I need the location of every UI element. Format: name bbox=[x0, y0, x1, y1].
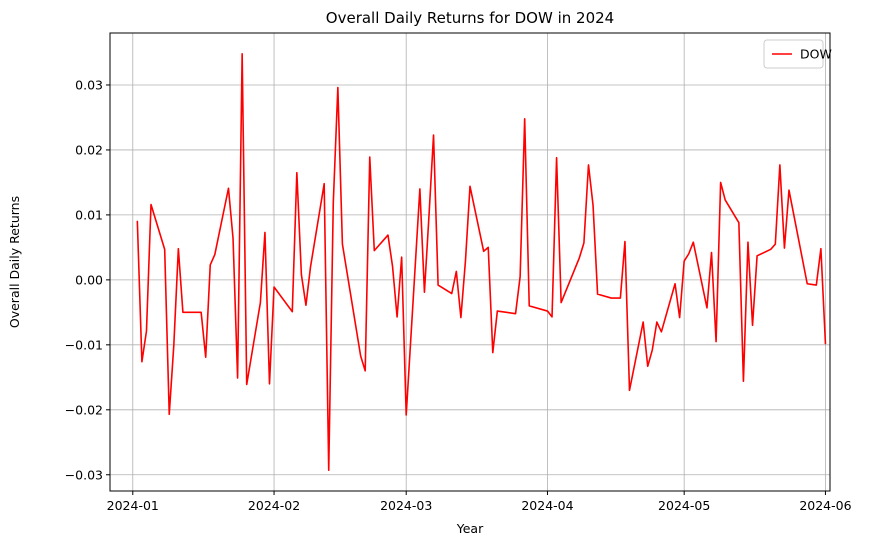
legend: DOW bbox=[763, 39, 832, 69]
y-tick-label: 0.00 bbox=[75, 272, 103, 287]
x-tick-label: 2024-02 bbox=[248, 498, 300, 513]
x-tick-label: 2024-01 bbox=[107, 498, 159, 513]
x-tick-label: 2024-05 bbox=[658, 498, 710, 513]
y-tick-label: 0.01 bbox=[75, 207, 103, 222]
y-tick-label: −0.02 bbox=[65, 402, 103, 417]
y-axis-label: Overall Daily Returns bbox=[7, 196, 22, 328]
y-tick-label: −0.03 bbox=[65, 467, 103, 482]
legend-box bbox=[763, 39, 824, 69]
legend-label: DOW bbox=[800, 47, 832, 62]
chart-title: Overall Daily Returns for DOW in 2024 bbox=[326, 9, 614, 27]
y-tick-label: 0.03 bbox=[75, 77, 103, 92]
series-line-dow bbox=[136, 52, 827, 472]
x-axis: 2024-01 2024-02 2024-03 2024-04 2024-05 2024-… bbox=[107, 491, 852, 513]
x-axis-label: Year bbox=[456, 521, 484, 536]
x-tick-label: 2024-03 bbox=[380, 498, 432, 513]
x-tick-label: 2024-04 bbox=[521, 498, 573, 513]
y-axis: −0.03 −0.02 −0.01 0.00 0.01 0.02 0.03 bbox=[65, 77, 110, 482]
y-tick-label: 0.02 bbox=[75, 142, 103, 157]
plot-area bbox=[136, 52, 827, 472]
y-tick-label: −0.01 bbox=[65, 337, 103, 352]
plot-frame bbox=[109, 32, 831, 492]
x-tick-label: 2024-06 bbox=[799, 498, 851, 513]
